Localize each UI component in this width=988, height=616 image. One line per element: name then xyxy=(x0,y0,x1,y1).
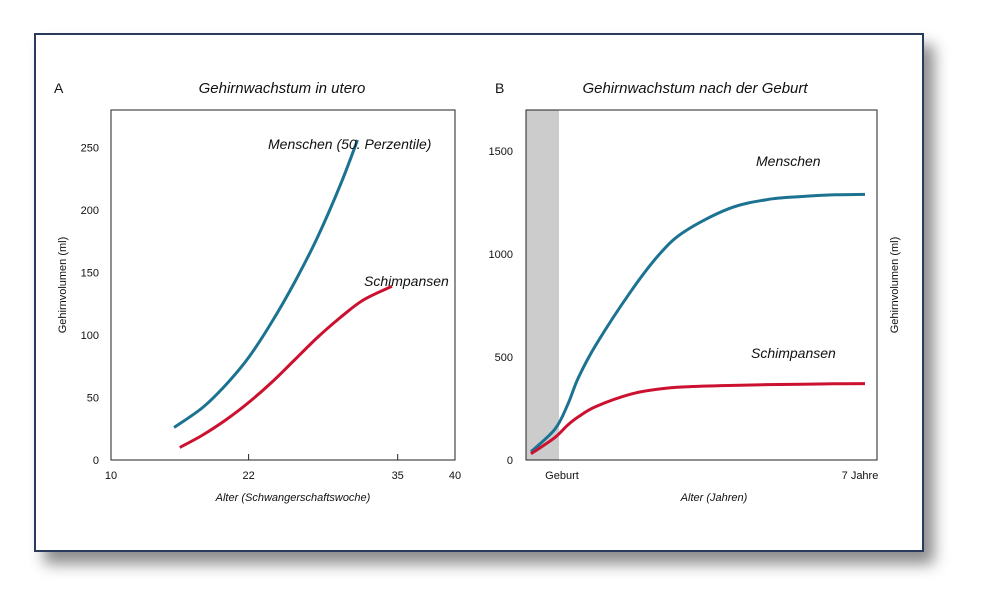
panel-a-letter: A xyxy=(54,80,64,96)
chart-b-series-label-chimp: Schimpansen xyxy=(751,345,836,361)
chart-a-series-line-human xyxy=(173,139,359,429)
chart-b-xlabel: Alter (Jahren) xyxy=(680,492,748,504)
chart-b-series-label-human: Menschen xyxy=(756,153,821,169)
chart-b-shaded-region xyxy=(526,110,559,460)
chart-a-ytick-label: 200 xyxy=(81,205,99,217)
chart-a-ytick-label: 150 xyxy=(81,268,99,280)
chart-b-xtick-label-birth: Geburt xyxy=(545,470,579,482)
chart-a-series-line-chimp xyxy=(179,284,393,449)
chart-a-ytick-label: 250 xyxy=(81,143,99,155)
chart-b-ytick-label: 500 xyxy=(495,352,513,364)
chart-a-xlabel: Alter (Schwangerschaftswoche) xyxy=(215,492,371,504)
chart-b-ylabel: Gehirnvolumen (ml) xyxy=(889,237,901,334)
chart-a-xtick-label: 35 xyxy=(392,470,404,482)
chart-b-plot-area xyxy=(525,109,878,461)
chart-a-series-label-human: Menschen (50. Perzentile) xyxy=(268,136,431,152)
chart-b-series-line-human xyxy=(529,192,866,453)
panel-b-letter: B xyxy=(495,80,504,96)
chart-a-plot-area xyxy=(110,109,456,461)
chart-b-title: Gehirnwachstum nach der Geburt xyxy=(582,80,808,97)
chart-b-xtick-label-7years: 7 Jahre xyxy=(842,470,879,482)
chart-a-ylabel: Gehirnvolumen (ml) xyxy=(57,237,69,334)
chart-a-xtick-label: 40 xyxy=(449,470,461,482)
chart-b-ytick-label: 1500 xyxy=(489,146,513,158)
chart-a-ytick-label: 50 xyxy=(87,393,99,405)
chart-a-series-label-chimp: Schimpansen xyxy=(364,273,449,289)
chart-a-ytick-label: 0 xyxy=(93,455,99,467)
figure-frame xyxy=(34,33,924,552)
chart-b-ytick-label: 0 xyxy=(507,455,513,467)
chart-a-ytick-label: 100 xyxy=(81,330,99,342)
chart-a-title: Gehirnwachstum in utero xyxy=(199,80,366,97)
chart-a-xtick-label: 22 xyxy=(242,470,254,482)
chart-a-xtick-label: 10 xyxy=(105,470,117,482)
chart-b-ytick-label: 1000 xyxy=(489,249,513,261)
chart-b-series-line-chimp xyxy=(530,382,866,456)
